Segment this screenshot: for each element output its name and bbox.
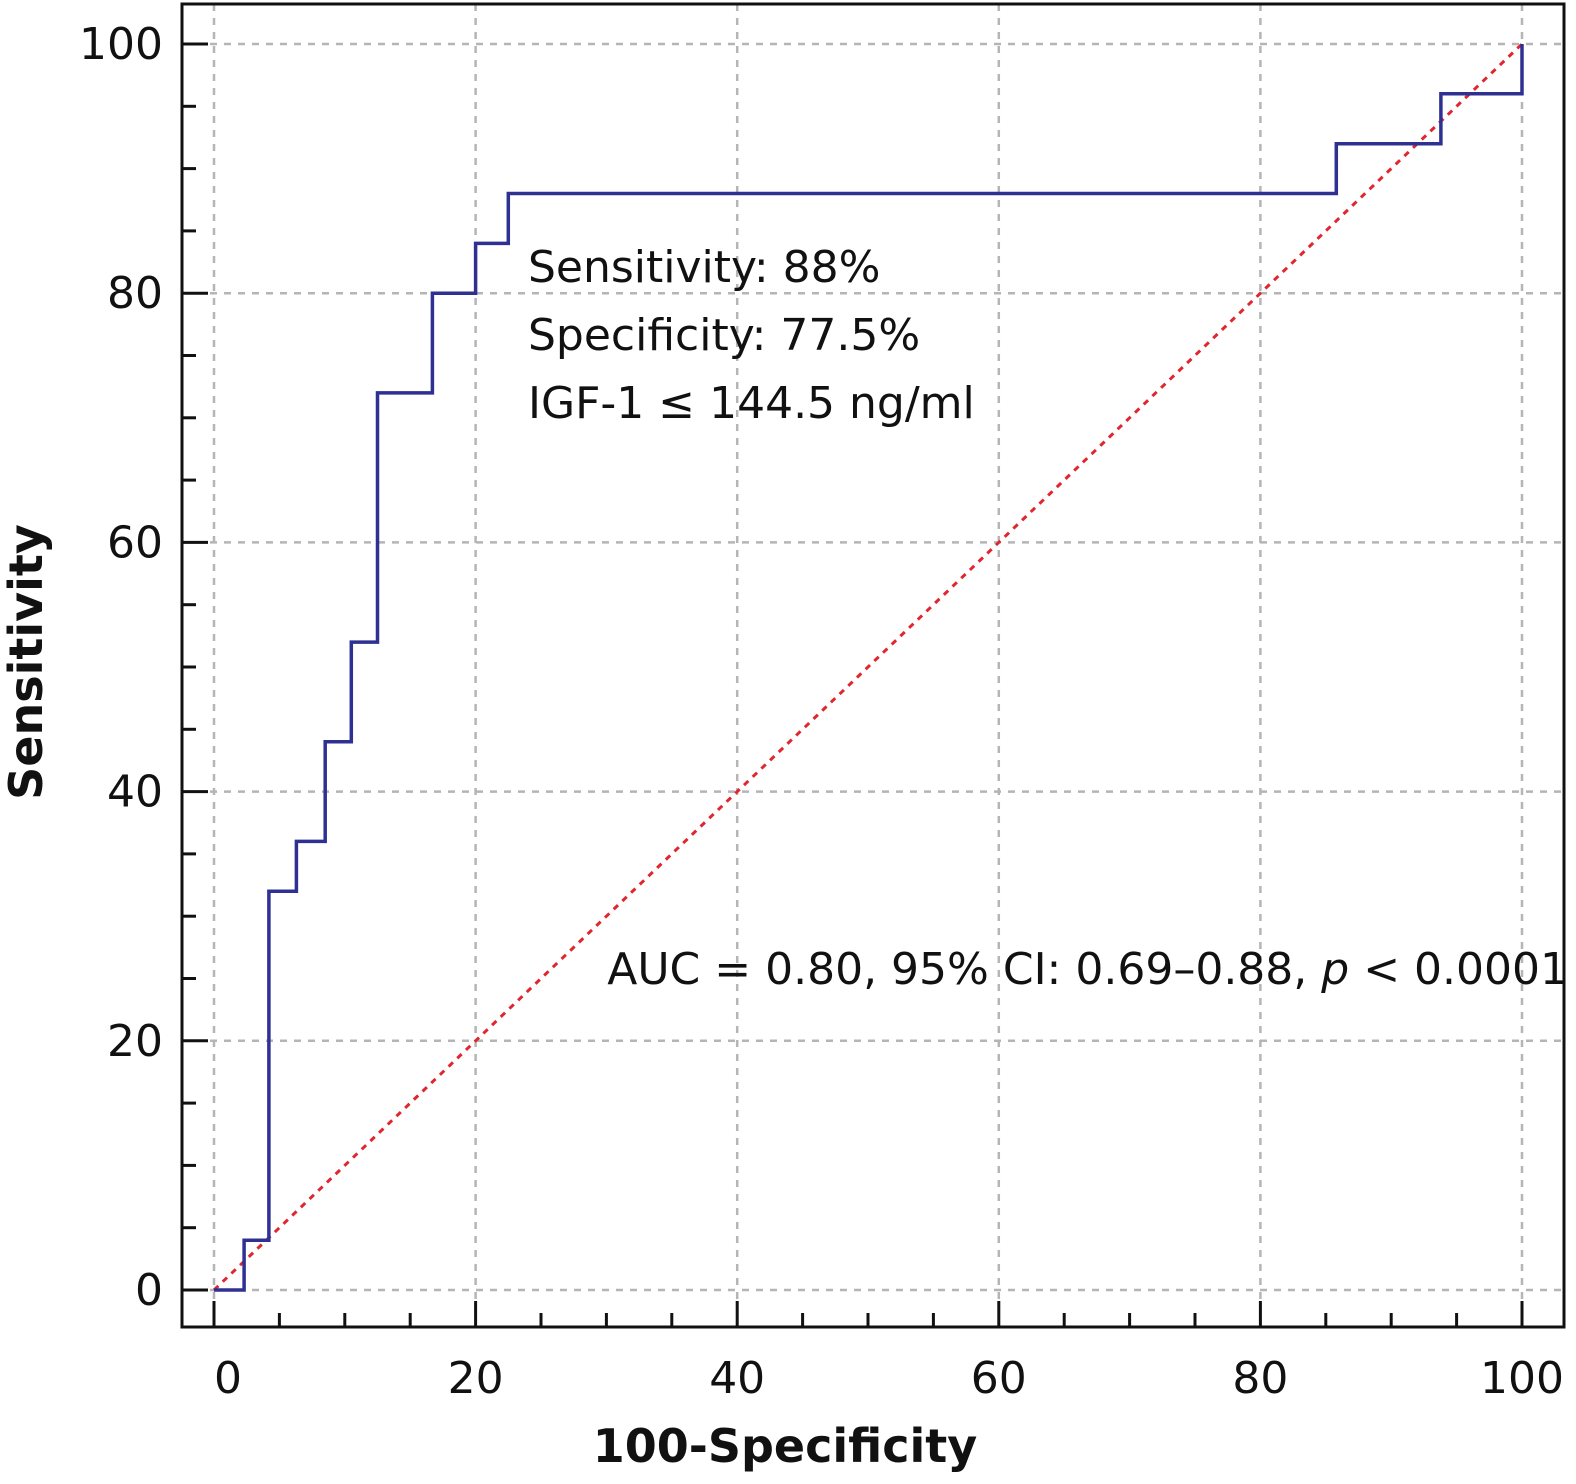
- x-tick-label-100: 100: [1480, 1353, 1564, 1404]
- annotation-criterion: IGF-1 ≤ 144.5 ng/ml: [528, 378, 975, 429]
- annotation-sensitivity: Sensitivity: 88%: [528, 242, 880, 293]
- auc-text: AUC = 0.80, 95% CI: 0.69–0.88,: [607, 944, 1321, 995]
- x-axis-title: 100-Specificity: [593, 1419, 978, 1473]
- auc-p-symbol: p: [1320, 944, 1349, 995]
- reference-diagonal-line: [212, 42, 1524, 1292]
- y-tick-label-60: 60: [107, 517, 163, 568]
- x-tick-label-40: 40: [709, 1353, 765, 1404]
- reference-line-group: [212, 42, 1524, 1292]
- y-tick-label-80: 80: [107, 268, 163, 319]
- auc-p-value: < 0.0001: [1349, 944, 1568, 995]
- grid-lines: [182, 4, 1564, 1327]
- y-axis-title: Sensitivity: [0, 524, 53, 800]
- x-tick-label-0: 0: [214, 1353, 242, 1404]
- annotation-auc: AUC = 0.80, 95% CI: 0.69–0.88, p < 0.000…: [607, 944, 1568, 995]
- x-tick-label-20: 20: [448, 1353, 504, 1404]
- tick-labels: 0 20 40 60 80 100 0 20 40 60 80 100: [79, 19, 1564, 1404]
- y-tick-label-40: 40: [107, 767, 163, 818]
- y-tick-label-100: 100: [79, 19, 163, 70]
- annotation-specificity: Specificity: 77.5%: [528, 310, 920, 361]
- x-tick-label-80: 80: [1232, 1353, 1288, 1404]
- y-tick-label-0: 0: [135, 1265, 163, 1316]
- roc-curve-line: [214, 44, 1524, 1292]
- axis-ticks: [182, 42, 1524, 1327]
- y-tick-label-20: 20: [107, 1016, 163, 1067]
- roc-curve-group: [214, 44, 1524, 1292]
- x-tick-label-60: 60: [971, 1353, 1027, 1404]
